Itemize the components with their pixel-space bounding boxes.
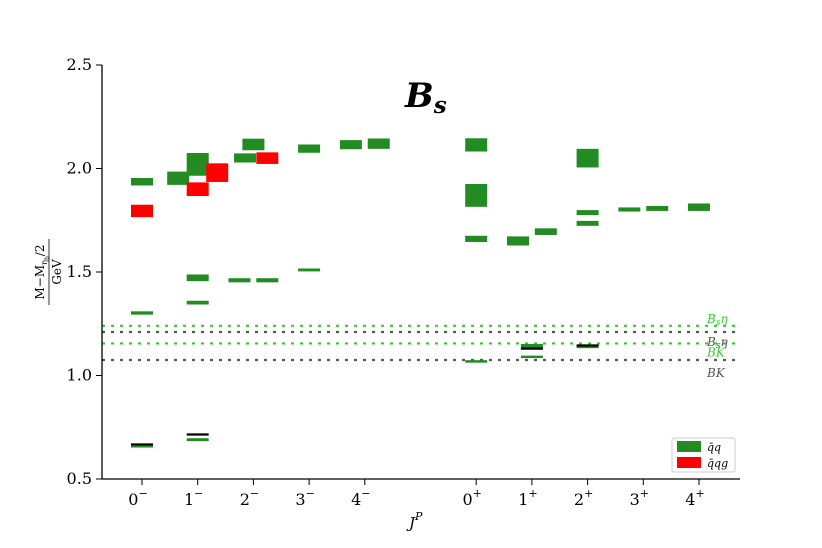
qq-state-box (520, 344, 543, 350)
threshold-label: Bsη (706, 335, 728, 351)
qqg-state-box (256, 152, 279, 164)
qq-state-box (576, 148, 599, 168)
svg-text:M−Mηb/2: M−Mηb/2 (33, 245, 51, 300)
qq-state-box (298, 144, 321, 153)
x-tick-label: 4+ (685, 487, 704, 509)
legend: q̄q q̄qg (671, 437, 736, 473)
qq-state-box (465, 235, 488, 242)
qq-state-box (228, 278, 251, 283)
y-axis-label: M−Mηb/2 GeV (33, 239, 64, 305)
qq-state-box (131, 311, 153, 315)
qq-state-box (506, 236, 529, 246)
qq-state-box (186, 152, 209, 176)
qq-state-box (131, 444, 153, 448)
x-tick-label: 2− (240, 487, 259, 509)
x-tick-label: 3− (295, 487, 314, 509)
qq-state-box (465, 184, 488, 207)
qq-state-box (367, 138, 390, 149)
qq-state-box (688, 203, 710, 211)
threshold-label: BK (706, 366, 726, 380)
qq-state-box (298, 268, 321, 272)
qq-state-box (576, 210, 599, 216)
qq-state-box (186, 274, 209, 282)
x-tick-label: 1− (184, 487, 203, 509)
y-ticks: 0.5 1.0 1.5 2.0 2.5 (67, 55, 102, 488)
qq-state-box (242, 138, 265, 151)
qqg-state-box (131, 204, 153, 218)
qq-state-box (167, 171, 190, 185)
threshold-label: BK (706, 345, 726, 359)
y-tick-label: 1.0 (67, 366, 92, 385)
x-ticks: 0− 1− 2− 3− 4− 0+ 1+ 2+ 3+ 4+ (128, 479, 705, 509)
y-tick-label: 0.5 (67, 469, 92, 488)
legend-label-qq: q̄q (707, 441, 721, 454)
qqg-state-box (186, 182, 209, 197)
qq-state-box (234, 153, 257, 163)
qq-state-box (618, 207, 641, 212)
x-tick-label: 4− (351, 487, 370, 509)
qq-state-box (576, 220, 599, 226)
x-tick-label: 1+ (518, 487, 537, 509)
axes (101, 65, 740, 480)
chart-title: Bs (404, 76, 447, 119)
svg-text:GeV: GeV (50, 259, 64, 285)
legend-swatch-qqg (677, 457, 701, 468)
qq-state-box (465, 138, 488, 152)
experimental-lines (131, 344, 599, 446)
qq-state-box (186, 438, 209, 442)
legend-swatch-qq (677, 441, 701, 452)
x-tick-label: 3+ (630, 487, 649, 509)
x-tick-label: 0+ (462, 487, 481, 509)
y-tick-label: 1.5 (67, 262, 92, 281)
x-tick-label: 0− (128, 487, 147, 509)
qq-state-box (520, 355, 543, 359)
x-axis-label: JP (406, 510, 423, 532)
qq-state-box (186, 300, 209, 305)
threshold-label: Bsη (706, 312, 728, 328)
y-tick-label: 2.0 (67, 159, 92, 178)
qq-state-box (534, 228, 557, 235)
qq-state-box (339, 140, 362, 150)
qqg-state-box (206, 163, 229, 182)
qq-state-box (465, 360, 488, 363)
mass-states (131, 138, 710, 448)
x-tick-label: 2+ (574, 487, 593, 509)
y-tick-label: 2.5 (67, 55, 92, 74)
qq-state-box (646, 205, 669, 211)
legend-label-qqg: q̄qg (707, 457, 728, 470)
qq-state-box (256, 278, 279, 283)
qq-state-box (131, 178, 153, 186)
